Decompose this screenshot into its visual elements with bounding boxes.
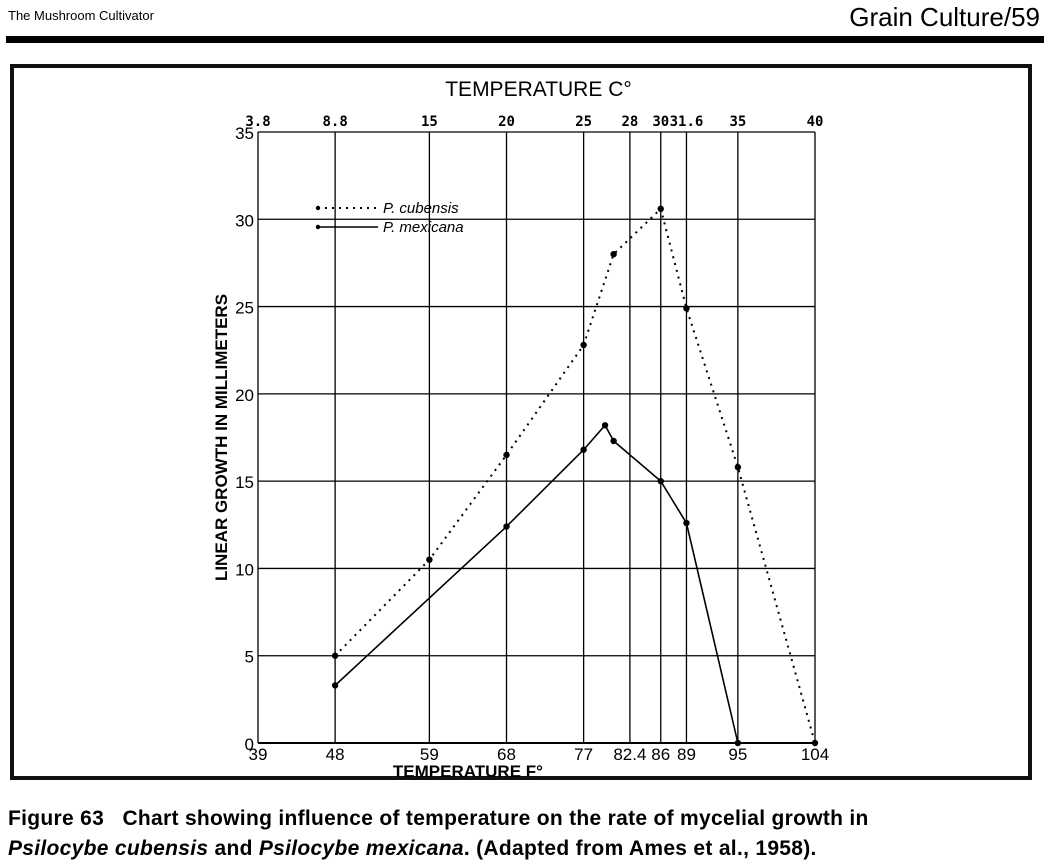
- data-point-cubensis: [503, 451, 510, 459]
- legend-marker: [315, 224, 321, 230]
- x-top-tick-label: 8.8: [322, 114, 347, 130]
- caption-species-1: Psilocybe cubensis: [8, 837, 209, 860]
- x-top-tick-label: 3.8: [245, 114, 270, 130]
- data-point-mexicana: [610, 437, 617, 445]
- x-top-tick-label: 15: [421, 114, 438, 130]
- caption-species-2: Psilocybe mexicana: [258, 837, 464, 860]
- x-top-tick-label: 28: [621, 114, 638, 130]
- legend-label: P. cubensis: [383, 200, 459, 217]
- data-point-mexicana: [683, 519, 690, 527]
- x-bottom-tick-label: 59: [420, 745, 439, 764]
- data-point-cubensis: [734, 463, 742, 471]
- chart-title: TEMPERATURE C°: [445, 78, 632, 101]
- data-point-mexicana: [580, 446, 587, 453]
- figure-caption: Figure 63 Chart showing influence of tem…: [8, 804, 1043, 864]
- data-point-cubensis: [811, 739, 819, 747]
- caption-text-b: . (Adapted from Ames et al., 1958).: [463, 837, 817, 860]
- y-tick-label: 0: [245, 735, 254, 754]
- y-tick-label: 35: [235, 124, 254, 143]
- x-bottom-tick-label: 95: [728, 745, 747, 764]
- x-top-tick-label: 31.6: [670, 114, 704, 130]
- x-bottom-tick-label: 68: [497, 745, 516, 764]
- data-point-cubensis: [580, 341, 587, 349]
- data-point-mexicana: [657, 477, 664, 485]
- data-point-cubensis: [683, 305, 690, 312]
- data-point-mexicana: [601, 422, 609, 429]
- temperature-growth-chart: 0 5 10 15 20 25 30 35 39 48 59 68 77 82.4 86 89 95 104 3.8…: [212, 78, 829, 781]
- figure-frame: [10, 64, 1032, 780]
- series-line-cubensis: [334, 206, 816, 744]
- y-tick-label: 10: [235, 560, 254, 579]
- legend-marker: [315, 205, 321, 211]
- header-rule: [6, 36, 1044, 43]
- y-tick-label: 20: [235, 386, 254, 405]
- data-point-cubensis: [426, 556, 433, 563]
- x-top-tick-label: 20: [498, 114, 515, 130]
- x-top-tick-label: 30: [652, 114, 669, 130]
- x-bottom-tick-label: 86: [651, 745, 670, 764]
- x-bottom-tick-label: 39: [249, 745, 268, 764]
- data-point-mexicana: [734, 739, 742, 747]
- book-title: The Mushroom Cultivator: [8, 8, 154, 23]
- caption-and: and: [214, 837, 253, 860]
- x-top-tick-label: 35: [729, 114, 746, 130]
- y-tick-label: 30: [235, 211, 254, 230]
- data-point-cubensis: [331, 652, 339, 659]
- series-line-mexicana: [334, 423, 739, 744]
- x-bottom-tick-label: 77: [574, 745, 593, 764]
- data-point-cubensis: [657, 205, 664, 213]
- x-axis-label: TEMPERATURE F°: [393, 762, 543, 781]
- data-point-mexicana: [503, 523, 510, 530]
- y-tick-label: 25: [235, 299, 254, 318]
- y-tick-label: 5: [245, 648, 254, 667]
- y-tick-label: 15: [235, 473, 254, 492]
- x-bottom-tick-label: 48: [326, 745, 345, 764]
- x-bottom-tick-label: 89: [677, 745, 696, 764]
- section-title: Grain Culture/59: [849, 2, 1040, 32]
- x-top-tick-label: 25: [575, 114, 592, 130]
- data-point-cubensis: [610, 251, 617, 258]
- x-top-tick-label: 40: [807, 114, 824, 130]
- caption-label: Figure 63: [8, 807, 105, 830]
- legend-label: P. mexicana: [383, 219, 464, 236]
- data-point-mexicana: [331, 682, 339, 689]
- x-bottom-tick-label: 82.4: [613, 745, 646, 764]
- x-bottom-tick-label: 104: [801, 745, 829, 764]
- y-axis-label: LINEAR GROWTH IN MILLIMETERS: [212, 294, 231, 581]
- caption-text-a: Chart showing influence of temperature o…: [122, 807, 869, 830]
